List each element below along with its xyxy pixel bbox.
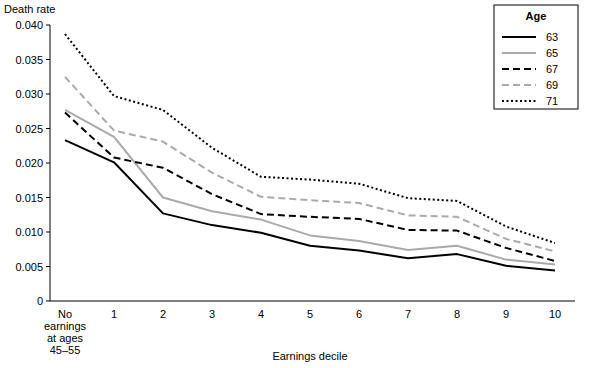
legend-label: 71 bbox=[546, 95, 558, 107]
x-tick-label-line: 10 bbox=[549, 308, 561, 320]
chart: Death rate 0 0.005 0.010 0.015 0.020 0.025 0.03… bbox=[0, 0, 594, 368]
x-tick-label-line: earnings bbox=[44, 320, 87, 332]
series-line bbox=[65, 34, 555, 243]
y-axis-label: Death rate bbox=[4, 3, 55, 15]
legend-label: 69 bbox=[546, 79, 558, 91]
x-tick-label: 4 bbox=[258, 308, 264, 320]
series-line bbox=[65, 113, 555, 261]
x-tick-label: 8 bbox=[454, 308, 460, 320]
legend-swatch bbox=[502, 100, 536, 102]
x-tick-label-line: 8 bbox=[454, 308, 460, 320]
legend-box bbox=[494, 5, 578, 109]
x-tick-label: 9 bbox=[503, 308, 509, 320]
x-tick-label-line: 4 bbox=[258, 308, 264, 320]
series-line bbox=[65, 140, 555, 270]
y-tick-label: 0.005 bbox=[15, 261, 43, 273]
x-tick-label-line: 1 bbox=[111, 308, 117, 320]
x-tick-label-line: 3 bbox=[209, 308, 215, 320]
legend-title: Age bbox=[526, 10, 547, 22]
y-tick-label: 0.020 bbox=[15, 157, 43, 169]
legend-swatch bbox=[502, 36, 536, 38]
x-tick-label: 1 bbox=[111, 308, 117, 320]
y-tick-label: 0.035 bbox=[15, 54, 43, 66]
y-tick bbox=[46, 266, 50, 267]
legend-swatch bbox=[502, 84, 536, 86]
legend: Age 63 65 67 69 71 bbox=[494, 5, 578, 109]
y-tick bbox=[46, 59, 50, 60]
y-tick bbox=[46, 128, 50, 129]
x-tick-label-line: at ages bbox=[47, 332, 84, 344]
y-tick bbox=[46, 232, 50, 233]
x-tick-label: 10 bbox=[549, 308, 561, 320]
y-tick bbox=[46, 301, 50, 302]
y-tick-label: 0.025 bbox=[15, 123, 43, 135]
x-tick-label: Noearningsat ages45–55 bbox=[44, 308, 87, 356]
legend-label: 67 bbox=[546, 63, 558, 75]
x-tick-label-line: 7 bbox=[405, 308, 411, 320]
series-line bbox=[65, 110, 555, 265]
y-tick bbox=[46, 197, 50, 198]
y-tick-label: 0.040 bbox=[15, 19, 43, 31]
y-tick-label: 0 bbox=[37, 295, 43, 307]
plot-lines bbox=[65, 34, 555, 271]
legend-label: 65 bbox=[546, 47, 558, 59]
legend-swatch bbox=[502, 52, 536, 54]
x-tick-label-line: 5 bbox=[307, 308, 313, 320]
x-tick-label-line: 2 bbox=[160, 308, 166, 320]
y-tick bbox=[46, 163, 50, 164]
x-tick-label: 6 bbox=[356, 308, 362, 320]
x-axis bbox=[50, 301, 575, 302]
x-tick-label: 2 bbox=[160, 308, 166, 320]
legend-swatch bbox=[502, 68, 536, 70]
x-axis-label: Earnings decile bbox=[272, 350, 347, 362]
y-tick bbox=[46, 94, 50, 95]
y-tick-label: 0.030 bbox=[15, 88, 43, 100]
x-tick-label: 5 bbox=[307, 308, 313, 320]
x-tick-label-line: No bbox=[58, 308, 72, 320]
x-tick-label-line: 6 bbox=[356, 308, 362, 320]
y-tick bbox=[46, 25, 50, 26]
x-tick-label: 7 bbox=[405, 308, 411, 320]
x-tick-label-line: 45–55 bbox=[50, 344, 81, 356]
legend-label: 63 bbox=[546, 31, 558, 43]
x-tick-label: 3 bbox=[209, 308, 215, 320]
y-tick-label: 0.015 bbox=[15, 192, 43, 204]
x-tick-label-line: 9 bbox=[503, 308, 509, 320]
y-tick-label: 0.010 bbox=[15, 226, 43, 238]
